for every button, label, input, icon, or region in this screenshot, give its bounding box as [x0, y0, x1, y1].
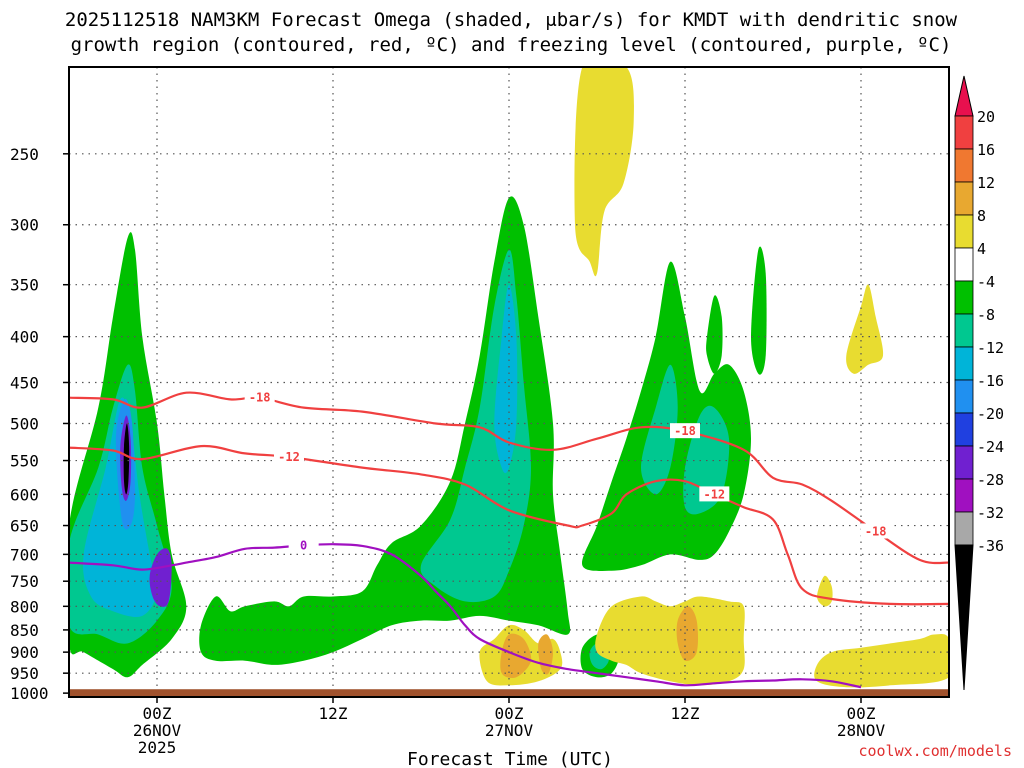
contour--12: [69, 444, 949, 606]
colorbar-band: [954, 247, 974, 282]
omega-region-green-right-upper: [706, 295, 723, 374]
omega-region-orange-lower-right: [676, 606, 699, 662]
colorbar-band: [954, 181, 974, 216]
contour-label-text: -18: [865, 524, 887, 538]
x-tick-label: 00Z: [495, 704, 524, 723]
x-tick-label: 2025: [138, 738, 177, 757]
y-tick-label: 850: [10, 621, 39, 640]
chart-title-line1: 2025112518 NAM3KM Forecast Omega (shaded…: [65, 9, 958, 31]
contour-label-text: -12: [703, 487, 725, 501]
colorbar-label: -36: [977, 537, 1004, 555]
x-tick-label: 28NOV: [837, 721, 886, 740]
omega-region-yellow-far-right-400: [846, 284, 884, 374]
colorbar-band: [954, 115, 974, 150]
colorbar-label: -8: [977, 306, 995, 324]
y-tick-label: 600: [10, 485, 39, 504]
contour-label--12-1: -12: [699, 486, 730, 502]
x-tick-label: 12Z: [319, 704, 348, 723]
colorbar-top-arrow: [954, 75, 974, 117]
x-tick-label: 26NOV: [133, 721, 182, 740]
contour-label-text: -18: [674, 424, 696, 438]
y-tick-label: 400: [10, 328, 39, 347]
contour--18: [69, 391, 949, 565]
colorbar-label: -16: [977, 372, 1004, 390]
colorbar-label: 20: [977, 108, 995, 126]
credit-text: coolwx.com/models: [858, 742, 1012, 760]
colorbar-label: -12: [977, 339, 1004, 357]
omega-region-cyan-mid: [494, 284, 518, 474]
colorbar-label: -28: [977, 471, 1004, 489]
colorbar-label: -24: [977, 438, 1004, 456]
y-tick-label: 700: [10, 545, 39, 564]
omega-region-yellow-lower-right: [595, 596, 745, 686]
colorbar-label: -32: [977, 504, 1004, 522]
x-axis-label: Forecast Time (UTC): [407, 749, 613, 768]
contour-label--18-1: -18: [670, 423, 700, 439]
colorbar-band: [954, 511, 974, 546]
contour-label-text: 0: [300, 538, 307, 552]
colorbar-label: 12: [977, 174, 995, 192]
x-tick-label: 12Z: [671, 704, 700, 723]
colorbar-label: 16: [977, 141, 995, 159]
colorbar-band: [954, 478, 974, 513]
colorbar-label: -4: [977, 273, 995, 291]
y-tick-label: 650: [10, 517, 39, 536]
chart-title-line2: growth region (contoured, red, ºC) and f…: [71, 34, 952, 56]
omega-region-teal-right: [641, 364, 678, 495]
colorbar-band: [954, 280, 974, 315]
x-tick-label: 00Z: [143, 704, 172, 723]
y-axis: 250 300 350 400 450 500 550 600 650 700 750 800 850 9…: [10, 145, 69, 703]
colorbar-band: [954, 346, 974, 381]
contour-label--18-2: -18: [860, 523, 891, 539]
contour-label--12-0: -12: [274, 448, 304, 464]
y-tick-label: 800: [10, 597, 39, 616]
colorbar-label: 4: [977, 240, 986, 258]
omega-region-yellow-bottom-right: [814, 634, 949, 688]
y-tick-label: 550: [10, 452, 39, 471]
y-tick-label: 950: [10, 664, 39, 683]
omega-region-green-far-right: [751, 246, 767, 375]
omega-region-yellow-upper: [574, 67, 634, 277]
y-tick-label: 500: [10, 414, 39, 433]
colorbar-band: [954, 313, 974, 348]
colorbar-bottom-arrow: [954, 544, 974, 691]
y-tick-label: 900: [10, 643, 39, 662]
y-tick-label: 350: [10, 276, 39, 295]
colorbar-label: 8: [977, 207, 986, 225]
colorbar-band: [954, 445, 974, 480]
colorbar-band: [954, 412, 974, 447]
colorbar-band: [954, 379, 974, 414]
contour-label-text: -18: [249, 391, 271, 405]
contour-label-text: -12: [278, 450, 300, 464]
plot-area: -18 -18 -18 -12 -12 0: [69, 67, 949, 697]
omega-region-cyan-left: [83, 397, 158, 618]
colorbar-band: [954, 214, 974, 249]
omega-shading: [69, 67, 949, 688]
omega-region-purple-lower: [149, 548, 172, 607]
colorbar-label: -20: [977, 405, 1004, 423]
x-tick-label: 27NOV: [485, 721, 534, 740]
surface-terrain: [69, 689, 949, 697]
x-tick-label: 00Z: [847, 704, 876, 723]
colorbar: 20 16 12 8 4 -4 -8 -12 -16 -20 -24 -28 -32 -36: [954, 75, 1004, 691]
y-tick-label: 450: [10, 373, 39, 392]
y-tick-label: 1000: [10, 684, 49, 703]
contour-0: [69, 543, 862, 689]
y-tick-label: 300: [10, 216, 39, 235]
y-tick-label: 250: [10, 145, 39, 164]
grid-lines: [69, 67, 949, 697]
colorbar-band: [954, 148, 974, 183]
contour-lines: -18 -18 -18 -12 -12 0: [69, 389, 949, 689]
contour-label--18-0: -18: [244, 389, 275, 405]
contour-label-0-0: 0: [288, 537, 319, 553]
omega-region-black-core: [123, 423, 130, 495]
y-tick-label: 750: [10, 572, 39, 591]
